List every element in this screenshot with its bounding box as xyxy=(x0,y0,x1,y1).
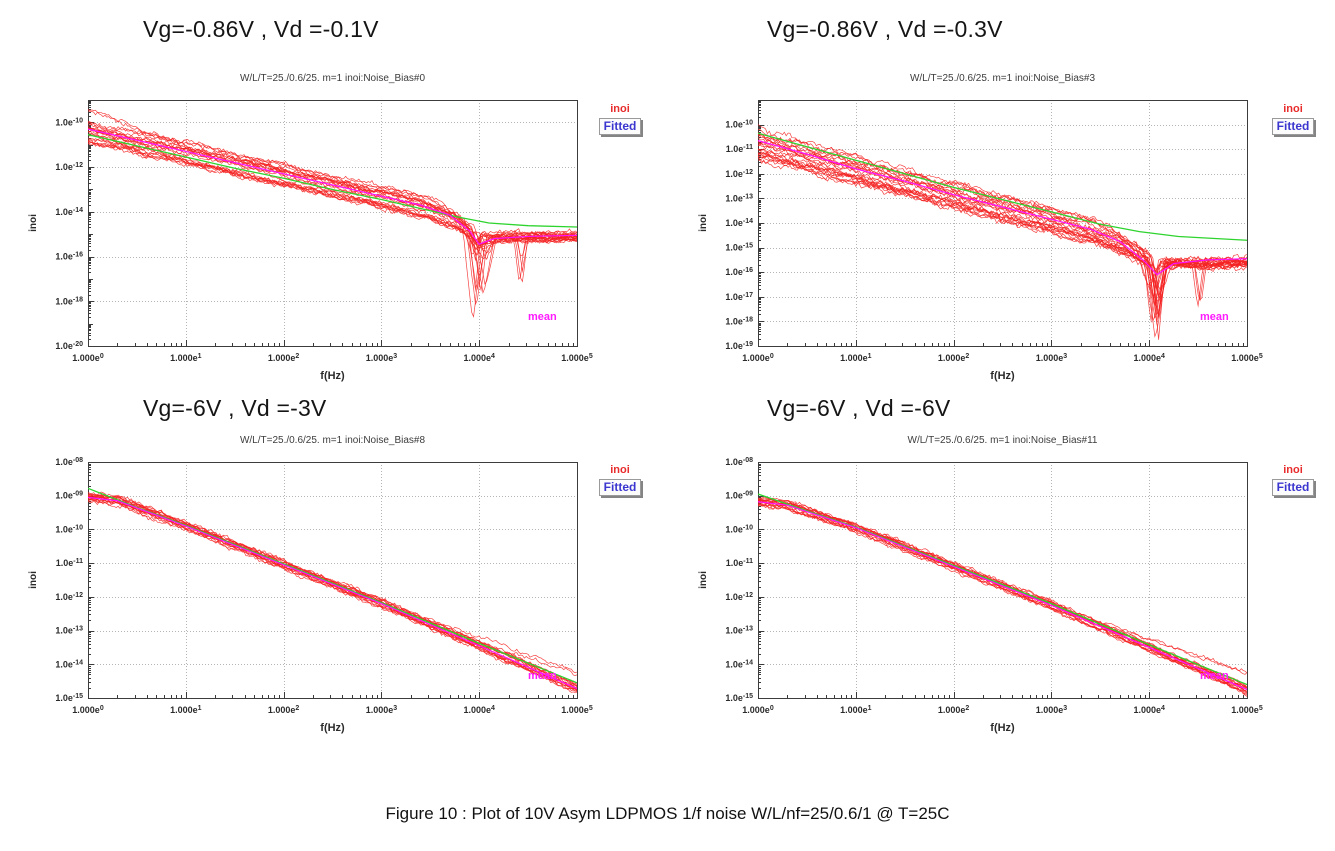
legend-fitted-button: Fitted xyxy=(598,118,642,135)
chart-title: Vg=-0.86V , Vd =-0.3V xyxy=(767,16,1003,42)
legend: inoi Fitted xyxy=(589,464,651,496)
mean-series-label: mean xyxy=(528,670,557,682)
chart-title: Vg=-0.86V , Vd =-0.1V xyxy=(143,16,379,42)
noise-plot-canvas xyxy=(0,0,667,385)
legend-fitted-button: Fitted xyxy=(1271,479,1315,496)
chart-block-bias0: Vg=-0.86V , Vd =-0.1V W/L/T=25./0.6/25. … xyxy=(0,0,667,385)
chart-subtitle: W/L/T=25./0.6/25. m=1 inoi:Noise_Bias#3 xyxy=(909,73,1096,84)
legend-inoi-label: inoi xyxy=(1283,464,1303,476)
legend-fitted-button: Fitted xyxy=(598,479,642,496)
legend-inoi-label: inoi xyxy=(610,103,630,115)
chart-subtitle: W/L/T=25./0.6/25. m=1 inoi:Noise_Bias#11 xyxy=(907,435,1098,446)
figure-caption: Figure 10 : Plot of 10V Asym LDPMOS 1/f … xyxy=(385,804,950,823)
legend: inoi Fitted xyxy=(589,103,651,135)
chart-block-bias8: Vg=-6V , Vd =-3V W/L/T=25./0.6/25. m=1 i… xyxy=(0,385,667,750)
legend-fitted-button: Fitted xyxy=(1271,118,1315,135)
noise-plot-canvas xyxy=(668,0,1335,385)
legend: inoi Fitted xyxy=(1262,103,1324,135)
noise-plot-canvas xyxy=(668,385,1335,750)
legend-inoi-label: inoi xyxy=(1283,103,1303,115)
legend-inoi-label: inoi xyxy=(610,464,630,476)
chart-block-bias11: Vg=-6V , Vd =-6V W/L/T=25./0.6/25. m=1 i… xyxy=(668,385,1335,750)
chart-subtitle: W/L/T=25./0.6/25. m=1 inoi:Noise_Bias#0 xyxy=(239,73,426,84)
chart-block-bias3: Vg=-0.86V , Vd =-0.3V W/L/T=25./0.6/25. … xyxy=(668,0,1335,385)
mean-series-label: mean xyxy=(1200,670,1229,682)
chart-title: Vg=-6V , Vd =-3V xyxy=(143,395,327,421)
mean-series-label: mean xyxy=(1200,311,1229,323)
chart-subtitle: W/L/T=25./0.6/25. m=1 inoi:Noise_Bias#8 xyxy=(239,435,426,446)
chart-title: Vg=-6V , Vd =-6V xyxy=(767,395,951,421)
mean-series-label: mean xyxy=(528,311,557,323)
noise-plot-canvas xyxy=(0,385,667,750)
legend: inoi Fitted xyxy=(1262,464,1324,496)
